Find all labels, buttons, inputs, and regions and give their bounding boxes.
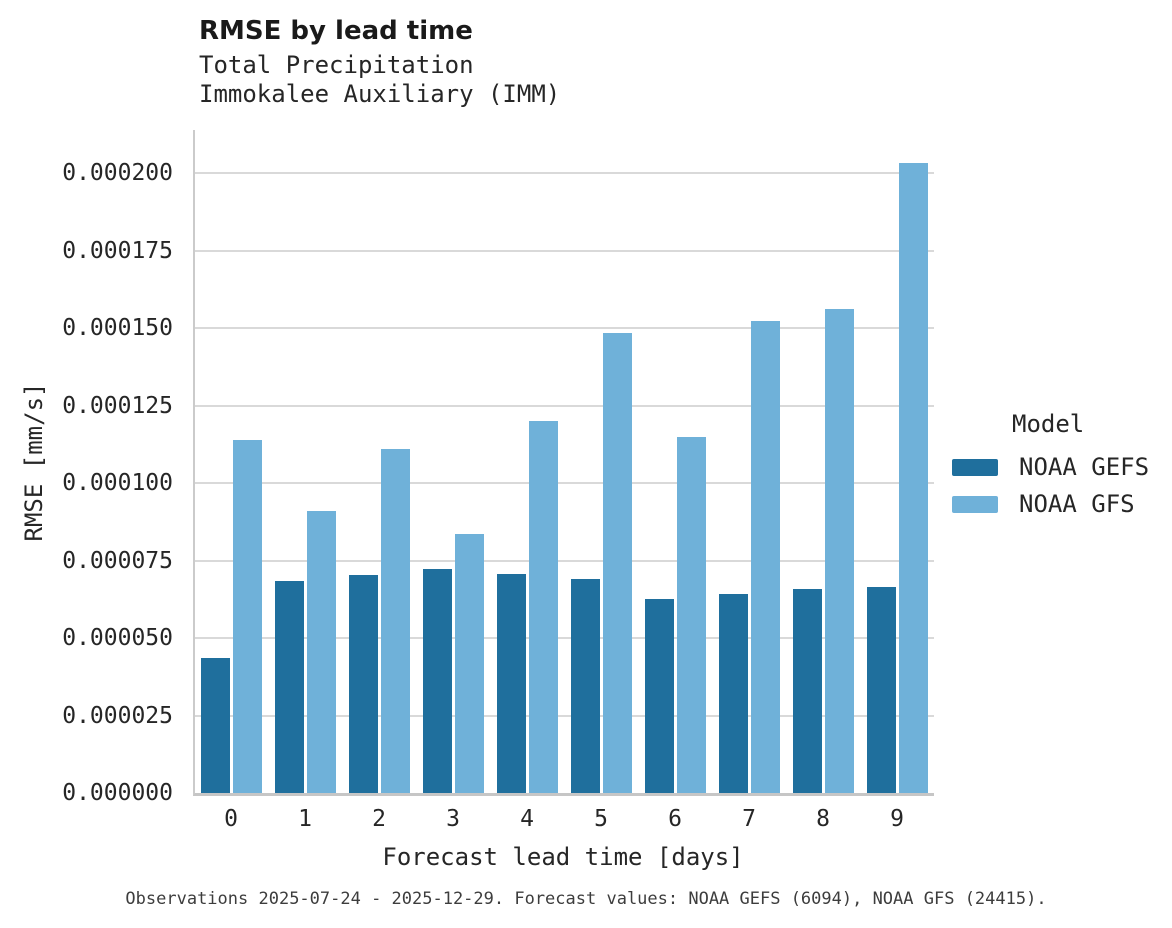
gridline [195, 714, 934, 717]
legend: Model NOAA GEFS NOAA GFS [952, 410, 1149, 527]
x-tick-label: 6 [668, 806, 682, 832]
bar-noaa-gfs-lead-0 [232, 440, 262, 793]
bar-noaa-gfs-lead-7 [750, 320, 780, 793]
y-tick-label: 0.000175 [62, 237, 173, 264]
x-axis-title: Forecast lead time [days] [382, 843, 744, 871]
legend-item-noaa-gfs: NOAA GFS [952, 490, 1149, 518]
bar-noaa-gefs-lead-8 [792, 588, 822, 793]
bar-noaa-gefs-lead-1 [274, 580, 304, 793]
x-tick-label: 5 [594, 806, 608, 832]
x-tick-label: 9 [890, 806, 904, 832]
bar-noaa-gefs-lead-4 [496, 574, 526, 793]
bar-noaa-gefs-lead-9 [866, 586, 896, 793]
legend-label: NOAA GFS [1019, 490, 1135, 518]
bar-noaa-gfs-lead-3 [454, 534, 484, 793]
x-tick-label: 4 [520, 806, 534, 832]
plot-area [193, 130, 934, 796]
legend-title: Model [1012, 410, 1085, 438]
bar-noaa-gefs-lead-2 [348, 574, 378, 793]
gridline [195, 249, 934, 252]
bar-noaa-gefs-lead-6 [644, 598, 674, 793]
y-tick-label: 0.000075 [62, 547, 173, 574]
bar-noaa-gefs-lead-5 [570, 578, 600, 793]
gridline [195, 637, 934, 640]
y-tick-label: 0.000125 [62, 392, 173, 419]
y-tick-label: 0.000000 [62, 780, 173, 806]
x-tick-label: 1 [298, 806, 312, 832]
bar-noaa-gefs-lead-3 [422, 568, 452, 793]
x-tick-label: 7 [742, 806, 756, 832]
x-tick-label: 8 [816, 806, 830, 832]
bar-noaa-gfs-lead-9 [898, 163, 928, 793]
bar-noaa-gefs-lead-0 [200, 658, 230, 793]
x-tick-label: 0 [224, 806, 238, 832]
gridline [195, 404, 934, 407]
chart-title: RMSE by lead time [199, 16, 473, 46]
caption: Observations 2025-07-24 - 2025-12-29. Fo… [125, 889, 1047, 909]
y-tick-label: 0.000200 [62, 160, 173, 187]
bar-noaa-gfs-lead-4 [528, 420, 558, 793]
bar-noaa-gfs-lead-8 [824, 309, 854, 793]
chart-subtitle-station: Immokalee Auxiliary (IMM) [199, 80, 561, 108]
y-tick-label: 0.000150 [62, 315, 173, 342]
x-tick-label: 2 [372, 806, 386, 832]
gridline [195, 327, 934, 330]
gridline [195, 559, 934, 562]
gridline [195, 172, 934, 175]
chart-subtitle-variable: Total Precipitation [199, 51, 474, 79]
bar-noaa-gfs-lead-5 [602, 333, 632, 793]
bar-noaa-gfs-lead-2 [380, 449, 410, 793]
y-tick-label: 0.000025 [62, 702, 173, 729]
legend-swatch [952, 495, 998, 513]
x-tick-label: 3 [446, 806, 460, 832]
bar-noaa-gfs-lead-1 [306, 511, 336, 793]
legend-item-noaa-gefs: NOAA GEFS [952, 453, 1149, 481]
gridline [195, 482, 934, 485]
y-tick-label: 0.000100 [62, 470, 173, 497]
legend-label: NOAA GEFS [1019, 453, 1150, 481]
bar-noaa-gefs-lead-7 [718, 593, 748, 793]
legend-swatch [952, 458, 998, 476]
bar-noaa-gfs-lead-6 [676, 436, 706, 793]
legend-items: NOAA GEFS NOAA GFS [952, 453, 1149, 518]
y-tick-label: 0.000050 [62, 625, 173, 652]
